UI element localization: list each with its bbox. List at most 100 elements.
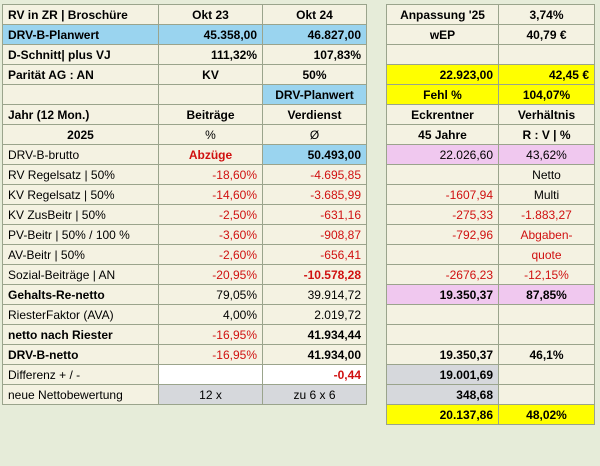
cell-value[interactable]: 42,45 € xyxy=(498,64,595,85)
cell-value[interactable]: 48,02% xyxy=(498,404,595,425)
cell-label[interactable]: DRV-B-brutto xyxy=(2,144,159,165)
cell-value[interactable]: zu 6 x 6 xyxy=(262,384,367,405)
cell-value[interactable]: -631,16 xyxy=(262,204,367,225)
cell-empty[interactable] xyxy=(386,324,499,345)
cell-label[interactable]: Parität AG : AN xyxy=(2,64,159,85)
cell-label[interactable]: neue Nettobewertung xyxy=(2,384,159,405)
cell-empty[interactable] xyxy=(386,164,499,185)
cell-label[interactable]: DRV-B-netto xyxy=(2,344,159,365)
cell-value[interactable]: 19.001,69 xyxy=(386,364,499,385)
cell-value[interactable]: -12,15% xyxy=(498,264,595,285)
cell-value[interactable]: 46.827,00 xyxy=(262,24,367,45)
cell-value[interactable]: 12 x xyxy=(158,384,263,405)
cell-value[interactable]: 3,74% xyxy=(498,4,595,25)
cell-title[interactable]: RV in ZR | Broschüre xyxy=(2,4,159,25)
cell-empty[interactable] xyxy=(158,84,263,105)
cell-label[interactable]: PV-Beitr | 50% / 100 % xyxy=(2,224,159,245)
cell-value[interactable]: -3.685,99 xyxy=(262,184,367,205)
cell-value[interactable]: % xyxy=(158,124,263,145)
cell-value[interactable]: 348,68 xyxy=(386,384,499,405)
cell-empty[interactable] xyxy=(386,244,499,265)
cell-value[interactable]: 87,85% xyxy=(498,284,595,305)
cell-label[interactable]: KV ZusBeitr | 50% xyxy=(2,204,159,225)
cell-value[interactable]: 2.019,72 xyxy=(262,304,367,325)
cell-value[interactable]: Beiträge xyxy=(158,104,263,125)
cell-label[interactable]: AV-Beitr | 50% xyxy=(2,244,159,265)
cell-value[interactable]: 79,05% xyxy=(158,284,263,305)
cell-value[interactable]: 107,83% xyxy=(262,44,367,65)
cell-value[interactable]: -1607,94 xyxy=(386,184,499,205)
cell-label[interactable]: R : V | % xyxy=(498,124,595,145)
cell-value[interactable]: -2,60% xyxy=(158,244,263,265)
cell-empty[interactable] xyxy=(386,44,499,65)
cell-value[interactable]: -0,44 xyxy=(262,364,367,385)
cell-label[interactable]: D-Schnitt| plus VJ xyxy=(2,44,159,65)
cell-value[interactable]: -18,60% xyxy=(158,164,263,185)
cell-label[interactable]: 2025 xyxy=(2,124,159,145)
cell-empty[interactable] xyxy=(386,304,499,325)
cell-label[interactable]: Anpassung '25 xyxy=(386,4,499,25)
cell-value[interactable]: 22.923,00 xyxy=(386,64,499,85)
cell-value[interactable]: KV xyxy=(158,64,263,85)
cell-value[interactable]: 40,79 € xyxy=(498,24,595,45)
cell-label[interactable]: netto nach Riester xyxy=(2,324,159,345)
cell-value[interactable]: Abzüge xyxy=(158,144,263,165)
cell-empty[interactable] xyxy=(498,364,595,385)
cell-value[interactable]: -656,41 xyxy=(262,244,367,265)
cell-label[interactable]: DRV-B-Planwert xyxy=(2,24,159,45)
cell-value[interactable]: 39.914,72 xyxy=(262,284,367,305)
cell-value[interactable]: 19.350,37 xyxy=(386,344,499,365)
cell-empty[interactable] xyxy=(498,304,595,325)
cell-label[interactable]: Differenz + / - xyxy=(2,364,159,385)
cell-value[interactable]: Verdienst xyxy=(262,104,367,125)
cell-label[interactable]: RV Regelsatz | 50% xyxy=(2,164,159,185)
cell-value[interactable]: 41.934,00 xyxy=(262,344,367,365)
cell-value[interactable]: 20.137,86 xyxy=(386,404,499,425)
cell-label[interactable]: Eckrentner xyxy=(386,104,499,125)
cell-label[interactable]: Fehl % xyxy=(386,84,499,105)
cell-value[interactable]: 111,32% xyxy=(158,44,263,65)
cell-empty[interactable] xyxy=(2,84,159,105)
cell-value[interactable]: 22.026,60 xyxy=(386,144,499,165)
cell-empty[interactable] xyxy=(498,324,595,345)
cell-label[interactable]: Jahr (12 Mon.) xyxy=(2,104,159,125)
cell-value[interactable]: -2676,23 xyxy=(386,264,499,285)
cell-value[interactable]: -1.883,27 xyxy=(498,204,595,225)
cell-label[interactable]: Gehalts-Re-netto xyxy=(2,284,159,305)
cell-empty[interactable] xyxy=(158,364,263,385)
cell-label[interactable]: Abgaben- xyxy=(498,224,595,245)
cell-value[interactable]: -20,95% xyxy=(158,264,263,285)
cell-empty[interactable] xyxy=(498,44,595,65)
cell-value[interactable]: -16,95% xyxy=(158,324,263,345)
cell-value[interactable]: 43,62% xyxy=(498,144,595,165)
cell-label[interactable]: Multi xyxy=(498,184,595,205)
cell-value[interactable]: -16,95% xyxy=(158,344,263,365)
cell-value[interactable]: -4.695,85 xyxy=(262,164,367,185)
cell-value[interactable]: -275,33 xyxy=(386,204,499,225)
cell-col-okt23[interactable]: Okt 23 xyxy=(158,4,263,25)
cell-value[interactable]: Ø xyxy=(262,124,367,145)
cell-value[interactable]: -3,60% xyxy=(158,224,263,245)
cell-value[interactable]: -10.578,28 xyxy=(262,264,367,285)
cell-value[interactable]: 50.493,00 xyxy=(262,144,367,165)
cell-value[interactable]: 41.934,44 xyxy=(262,324,367,345)
cell-label[interactable]: Verhältnis xyxy=(498,104,595,125)
cell-value[interactable]: 45.358,00 xyxy=(158,24,263,45)
cell-value[interactable]: 104,07% xyxy=(498,84,595,105)
cell-empty[interactable] xyxy=(498,384,595,405)
cell-value[interactable]: 4,00% xyxy=(158,304,263,325)
cell-label[interactable]: RiesterFaktor (AVA) xyxy=(2,304,159,325)
cell-label[interactable]: 45 Jahre xyxy=(386,124,499,145)
cell-value[interactable]: -792,96 xyxy=(386,224,499,245)
cell-value[interactable]: -908,87 xyxy=(262,224,367,245)
cell-label[interactable]: quote xyxy=(498,244,595,265)
cell-value[interactable]: -2,50% xyxy=(158,204,263,225)
cell-value[interactable]: 46,1% xyxy=(498,344,595,365)
cell-value[interactable]: -14,60% xyxy=(158,184,263,205)
cell-value[interactable]: DRV-Planwert xyxy=(262,84,367,105)
cell-label[interactable]: KV Regelsatz | 50% xyxy=(2,184,159,205)
cell-col-okt24[interactable]: Okt 24 xyxy=(262,4,367,25)
cell-label[interactable]: Sozial-Beiträge | AN xyxy=(2,264,159,285)
cell-value[interactable]: 50% xyxy=(262,64,367,85)
cell-label[interactable]: Netto xyxy=(498,164,595,185)
